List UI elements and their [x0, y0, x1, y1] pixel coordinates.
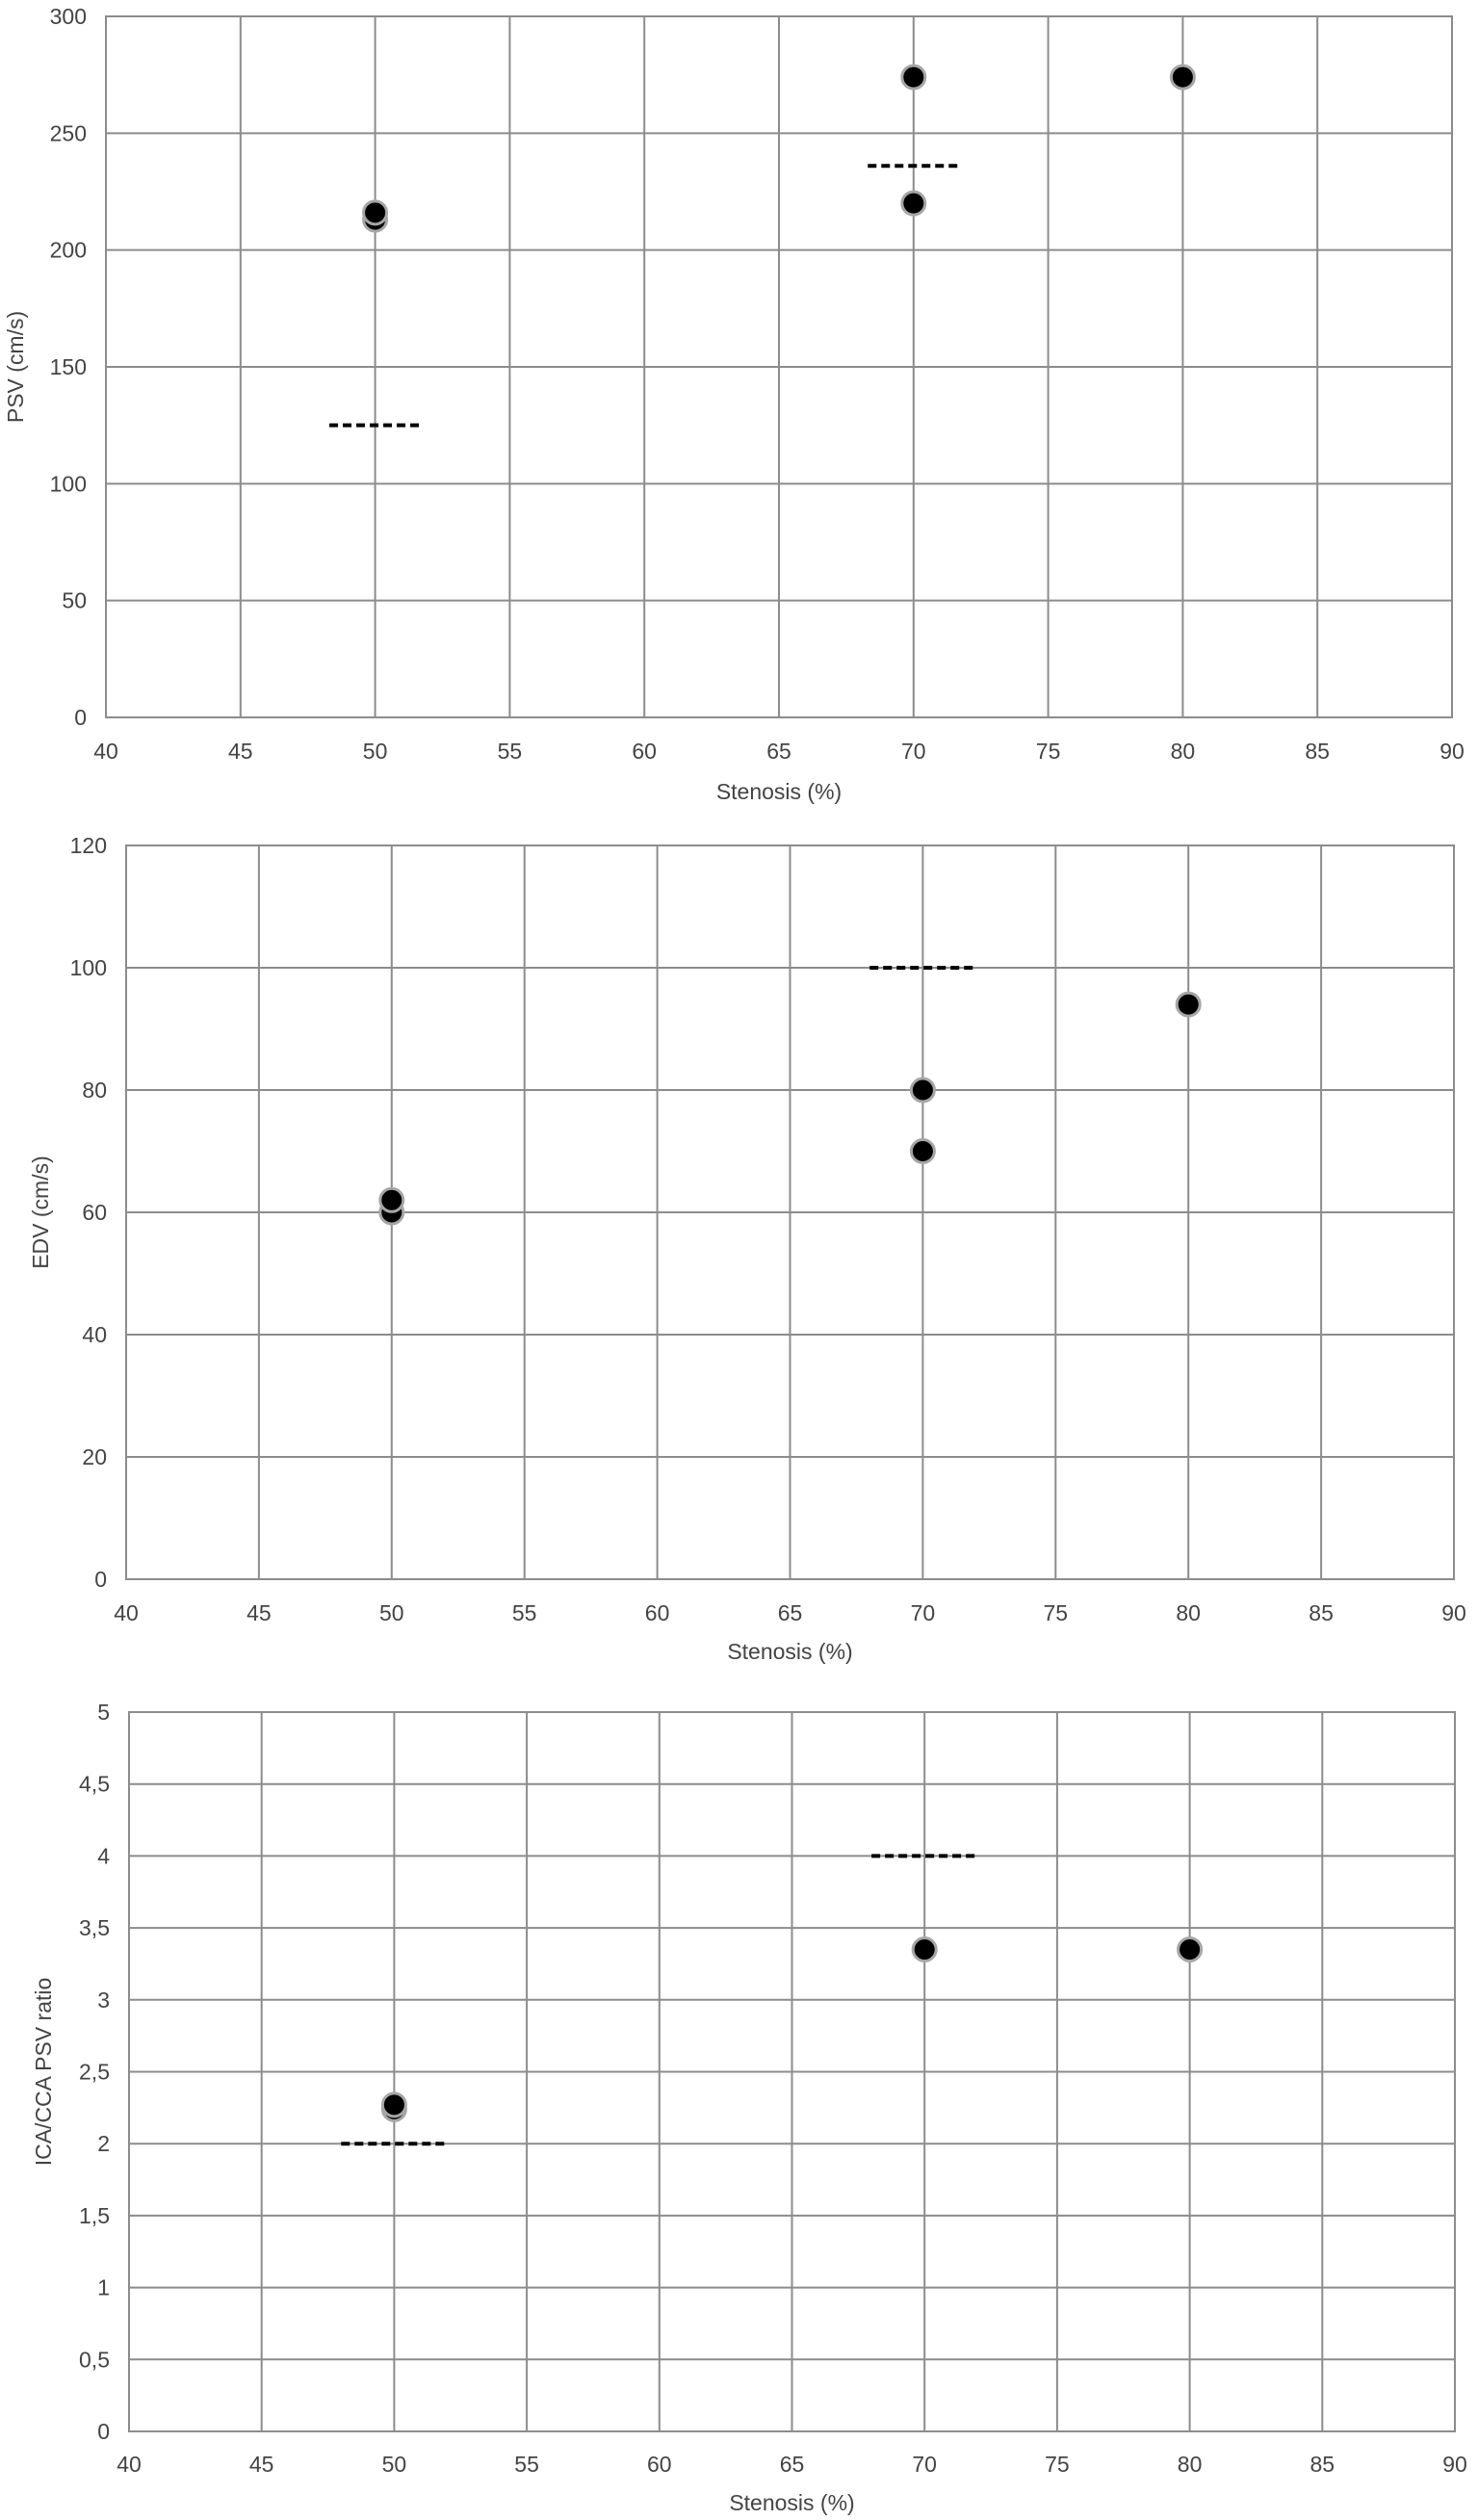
edv-scatter-chart: 40 45 50 55 60 65 70 75 80 85 90 0 20 40 60 80 100 120 Ste… — [0, 823, 1478, 1690]
x-tick-label: 90 — [1439, 739, 1465, 764]
x-tick-label: 90 — [1442, 2452, 1467, 2477]
x-tick-label: 60 — [632, 739, 657, 764]
x-tick-label: 65 — [766, 739, 791, 764]
y-tick-label: 1 — [97, 2275, 110, 2300]
data-point — [911, 1078, 934, 1102]
y-tick-label: 100 — [50, 471, 87, 496]
y-tick-label: 300 — [50, 4, 87, 29]
x-tick-label: 80 — [1178, 2452, 1203, 2477]
data-point — [1171, 65, 1194, 89]
y-tick-label: 200 — [50, 238, 87, 263]
y-tick-label: 120 — [70, 833, 107, 858]
y-tick-label: 4,5 — [79, 1772, 110, 1797]
y-axis-title: EDV (cm/s) — [28, 1156, 53, 1269]
x-tick-label: 85 — [1309, 1600, 1334, 1625]
x-tick-label: 40 — [93, 739, 118, 764]
psv-chart-panel: 40 45 50 55 60 65 70 75 80 85 90 0 50 100 150 200 250 300… — [0, 0, 1478, 823]
edv-chart-panel: 40 45 50 55 60 65 70 75 80 85 90 0 20 40 60 80 100 120 Ste… — [0, 823, 1478, 1690]
y-tick-label: 5 — [97, 1700, 110, 1725]
y-tick-label: 60 — [82, 1200, 107, 1225]
x-tick-label: 55 — [514, 2452, 539, 2477]
y-tick-label: 50 — [62, 588, 87, 613]
y-tick-label: 0 — [74, 705, 87, 730]
y-tick-label: 3,5 — [79, 1915, 110, 1940]
data-point — [380, 1188, 403, 1211]
x-tick-label: 45 — [249, 2452, 274, 2477]
x-tick-label: 85 — [1310, 2452, 1335, 2477]
y-tick-label: 3 — [97, 1987, 110, 2013]
data-point — [382, 2093, 405, 2117]
x-tick-label: 60 — [645, 1600, 670, 1625]
y-tick-label: 0 — [94, 1567, 107, 1592]
ratio-scatter-chart: 40 45 50 55 60 65 70 75 80 85 90 0 0,5 1 1,5 2 2,5 3 3,5 4 4… — [0, 1690, 1478, 2520]
y-tick-label: 20 — [82, 1444, 107, 1469]
data-point — [913, 1938, 936, 1961]
y-axis-title: ICA/CCA PSV ratio — [31, 1978, 56, 2167]
y-tick-label: 1,5 — [79, 2203, 110, 2228]
x-tick-label: 60 — [647, 2452, 672, 2477]
x-tick-label: 75 — [1045, 2452, 1070, 2477]
x-axis-title: Stenosis (%) — [716, 779, 842, 804]
x-tick-label: 50 — [379, 1600, 404, 1625]
y-tick-label: 0,5 — [79, 2347, 110, 2372]
x-tick-label: 45 — [228, 739, 253, 764]
x-tick-label: 80 — [1176, 1600, 1201, 1625]
data-point — [364, 201, 387, 224]
y-tick-label: 2 — [97, 2131, 110, 2156]
y-tick-label: 250 — [50, 120, 87, 145]
x-axis-title: Stenosis (%) — [729, 2490, 854, 2515]
x-tick-label: 90 — [1441, 1600, 1466, 1625]
data-point — [1177, 993, 1200, 1016]
data-point — [902, 65, 925, 89]
x-tick-label: 65 — [778, 1600, 803, 1625]
x-tick-label: 65 — [780, 2452, 805, 2477]
y-tick-label: 4 — [97, 1843, 110, 1868]
x-tick-label: 40 — [117, 2452, 142, 2477]
y-tick-label: 80 — [82, 1078, 107, 1103]
x-tick-label: 70 — [912, 2452, 937, 2477]
y-tick-label: 150 — [50, 354, 87, 379]
y-axis-title: PSV (cm/s) — [3, 311, 28, 423]
x-tick-label: 55 — [498, 739, 523, 764]
x-axis-title: Stenosis (%) — [727, 1639, 852, 1664]
x-tick-label: 45 — [246, 1600, 272, 1625]
x-tick-label: 75 — [1044, 1600, 1069, 1625]
y-tick-label: 2,5 — [79, 2060, 110, 2085]
x-tick-label: 50 — [363, 739, 388, 764]
y-tick-label: 100 — [70, 955, 107, 980]
x-tick-label: 75 — [1036, 739, 1061, 764]
x-tick-label: 50 — [382, 2452, 407, 2477]
data-point — [1179, 1938, 1202, 1961]
data-point — [902, 192, 925, 215]
x-tick-label: 40 — [114, 1600, 139, 1625]
y-tick-label: 40 — [82, 1322, 107, 1347]
data-point — [911, 1140, 934, 1163]
x-tick-label: 80 — [1171, 739, 1196, 764]
x-tick-label: 70 — [911, 1600, 936, 1625]
x-tick-label: 55 — [512, 1600, 537, 1625]
psv-scatter-chart: 40 45 50 55 60 65 70 75 80 85 90 0 50 100 150 200 250 300… — [0, 0, 1478, 823]
x-tick-label: 85 — [1305, 739, 1330, 764]
x-tick-label: 70 — [901, 739, 926, 764]
y-tick-label: 0 — [97, 2419, 110, 2444]
ratio-chart-panel: 40 45 50 55 60 65 70 75 80 85 90 0 0,5 1 1,5 2 2,5 3 3,5 4 4… — [0, 1690, 1478, 2520]
